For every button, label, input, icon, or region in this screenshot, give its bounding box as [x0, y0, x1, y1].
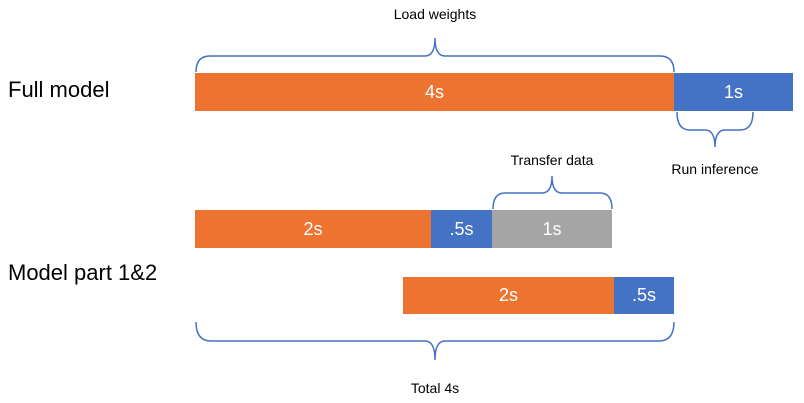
transfer-data-brace [492, 175, 613, 210]
full-model-inference-bar: 1s [674, 73, 793, 111]
total-brace [195, 321, 675, 361]
part2-inference-bar: .5s [614, 277, 674, 314]
full-model-load-bar: 4s [195, 73, 674, 111]
part1-transfer-bar: 1s [492, 210, 612, 248]
part2-load-bar: 2s [403, 277, 614, 314]
part1-load-bar: 2s [195, 210, 431, 248]
run-inference-brace [676, 111, 754, 148]
full-model-label: Full model [8, 77, 110, 102]
transfer-data-label: Transfer data [510, 152, 594, 168]
load-weights-label: Load weights [393, 6, 477, 22]
total-label: Total 4s [410, 380, 460, 396]
run-inference-label: Run inference [671, 161, 759, 177]
part1-inference-bar: .5s [431, 210, 492, 248]
model-parts-label: Model part 1&2 [8, 260, 158, 285]
load-weights-brace [195, 37, 675, 73]
